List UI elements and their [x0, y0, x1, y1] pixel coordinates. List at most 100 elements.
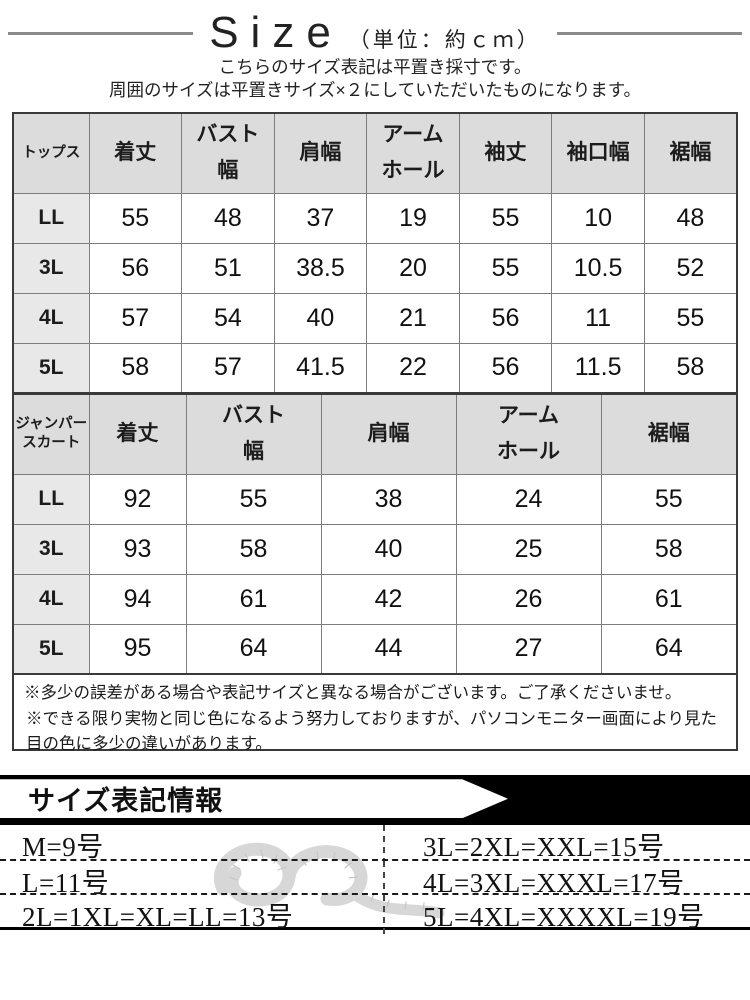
- page-title: Size （単位：約ｃｍ）: [193, 8, 557, 58]
- value-cell: 92: [88, 473, 187, 525]
- title-unit-text: （単位：約ｃｍ）: [348, 29, 541, 52]
- header-cell: 裾幅: [600, 393, 738, 475]
- value-cell: 93: [88, 523, 187, 575]
- value-cell: 22: [366, 342, 460, 394]
- conversion-row: 2L=1XL=XL=LL=13号 5L=4XL=XXXXL=19号: [0, 893, 750, 935]
- header-cell: 袖丈: [458, 112, 553, 194]
- header-cell: バスト 幅: [181, 112, 275, 194]
- jumper-skirt-size-table: ジャンパー スカート 着丈 バスト 幅 肩幅 アーム ホール 裾幅 LL 92 …: [12, 393, 738, 676]
- banner-title: サイズ表記情報: [28, 786, 224, 817]
- table-row: LL 55 48 37 19 55 10 48: [12, 192, 738, 244]
- table-row: 4L 94 61 42 26 61: [12, 573, 738, 625]
- banner-pennant-shape: サイズ表記情報: [0, 779, 508, 819]
- value-cell: 10.5: [551, 242, 645, 294]
- value-cell: 58: [600, 523, 738, 575]
- size-label-cell: 3L: [12, 523, 90, 575]
- title-row: Size （単位：約ｃｍ）: [0, 0, 750, 57]
- value-cell: 95: [88, 623, 187, 675]
- header-cell: 着丈: [88, 393, 187, 475]
- disclaimer-notes: ※多少の誤差がある場合や表記サイズと異なる場合がございます。ご了承くださいませ。…: [12, 674, 738, 753]
- title-right-rule: [556, 31, 742, 35]
- value-cell: 41.5: [273, 342, 368, 394]
- size-label-cell: 3L: [12, 242, 90, 294]
- subtitle-line-1: こちらのサイズ表記は平置き採寸です。: [218, 57, 532, 77]
- size-label-cell: LL: [12, 473, 90, 525]
- note-1: ※多少の誤差がある場合や表記サイズと異なる場合がございます。ご了承くださいませ。: [24, 684, 682, 703]
- value-cell: 55: [458, 242, 553, 294]
- value-cell: 24: [455, 473, 602, 525]
- table-row: 5L 58 57 41.5 22 56 11.5 58: [12, 342, 738, 394]
- size-label-cell: 5L: [12, 342, 90, 394]
- header-cell: 着丈: [88, 112, 183, 194]
- subtitle: こちらのサイズ表記は平置き採寸です。 周囲のサイズは平置きサイズ×２にしていただ…: [0, 56, 750, 102]
- table-row: 3L 56 51 38.5 20 55 10.5 52: [12, 242, 738, 294]
- header-cell: アーム ホール: [366, 112, 460, 194]
- size-info-banner: サイズ表記情報: [0, 775, 750, 826]
- header-cell: 裾幅: [643, 112, 738, 194]
- value-cell: 55: [600, 473, 738, 525]
- title-left-rule: [8, 31, 194, 35]
- value-cell: 25: [455, 523, 602, 575]
- value-cell: 57: [88, 292, 183, 344]
- value-cell: 58: [88, 342, 183, 394]
- value-cell: 11: [551, 292, 645, 344]
- value-cell: 56: [88, 242, 183, 294]
- table-row: LL 92 55 38 24 55: [12, 473, 738, 525]
- tops-size-table: トップス 着丈 バスト 幅 肩幅 アーム ホール 袖丈 袖口幅 裾幅 LL 55…: [12, 112, 738, 395]
- conversion-right-1: 3L=2XL=XXL=15号: [423, 832, 665, 863]
- value-cell: 54: [181, 292, 275, 344]
- value-cell: 48: [181, 192, 275, 244]
- value-cell: 42: [320, 573, 457, 625]
- table-row: 3L 93 58 40 25 58: [12, 523, 738, 575]
- value-cell: 64: [185, 623, 322, 675]
- value-cell: 44: [320, 623, 457, 675]
- value-cell: 40: [320, 523, 457, 575]
- value-cell: 58: [185, 523, 322, 575]
- value-cell: 61: [600, 573, 738, 625]
- title-size-text: Size: [209, 8, 343, 57]
- jumper-corner-label: ジャンパー スカート: [12, 393, 90, 475]
- value-cell: 55: [185, 473, 322, 525]
- value-cell: 52: [643, 242, 738, 294]
- value-cell: 20: [366, 242, 460, 294]
- header-cell: 肩幅: [320, 393, 457, 475]
- value-cell: 48: [643, 192, 738, 244]
- size-label-cell: 4L: [12, 292, 90, 344]
- conversion-left-1: M=9号: [22, 832, 104, 863]
- size-tables: トップス 着丈 バスト 幅 肩幅 アーム ホール 袖丈 袖口幅 裾幅 LL 55…: [12, 112, 738, 676]
- value-cell: 61: [185, 573, 322, 625]
- value-cell: 11.5: [551, 342, 645, 394]
- value-cell: 55: [88, 192, 183, 244]
- table-row: 4L 57 54 40 21 56 11 55: [12, 292, 738, 344]
- value-cell: 19: [366, 192, 460, 244]
- size-conversion-section: M=9号 3L=2XL=XXL=15号 L=11号 4L=3XL=XXXL=17…: [0, 825, 750, 935]
- header-cell: バスト 幅: [185, 393, 322, 475]
- value-cell: 58: [643, 342, 738, 394]
- table-row: 5L 95 64 44 27 64: [12, 623, 738, 675]
- value-cell: 56: [458, 342, 553, 394]
- conversion-row: M=9号 3L=2XL=XXL=15号: [0, 825, 750, 865]
- subtitle-line-2: 周囲のサイズは平置きサイズ×２にしていただいたものになります。: [109, 80, 641, 101]
- conversion-right-3: 5L=4XL=XXXXL=19号: [423, 902, 705, 933]
- conversion-row: L=11号 4L=3XL=XXXL=17号: [0, 859, 750, 901]
- value-cell: 26: [455, 573, 602, 625]
- value-cell: 38.5: [273, 242, 368, 294]
- size-label-cell: 5L: [12, 623, 90, 675]
- value-cell: 56: [458, 292, 553, 344]
- value-cell: 27: [455, 623, 602, 675]
- value-cell: 55: [643, 292, 738, 344]
- conversion-left-3: 2L=1XL=XL=LL=13号: [22, 902, 294, 933]
- size-label-cell: LL: [12, 192, 90, 244]
- header-cell: 袖口幅: [551, 112, 645, 194]
- value-cell: 10: [551, 192, 645, 244]
- value-cell: 55: [458, 192, 553, 244]
- value-cell: 64: [600, 623, 738, 675]
- header-cell: 肩幅: [273, 112, 368, 194]
- value-cell: 57: [181, 342, 275, 394]
- value-cell: 94: [88, 573, 187, 625]
- size-label-cell: 4L: [12, 573, 90, 625]
- value-cell: 38: [320, 473, 457, 525]
- value-cell: 37: [273, 192, 368, 244]
- value-cell: 21: [366, 292, 460, 344]
